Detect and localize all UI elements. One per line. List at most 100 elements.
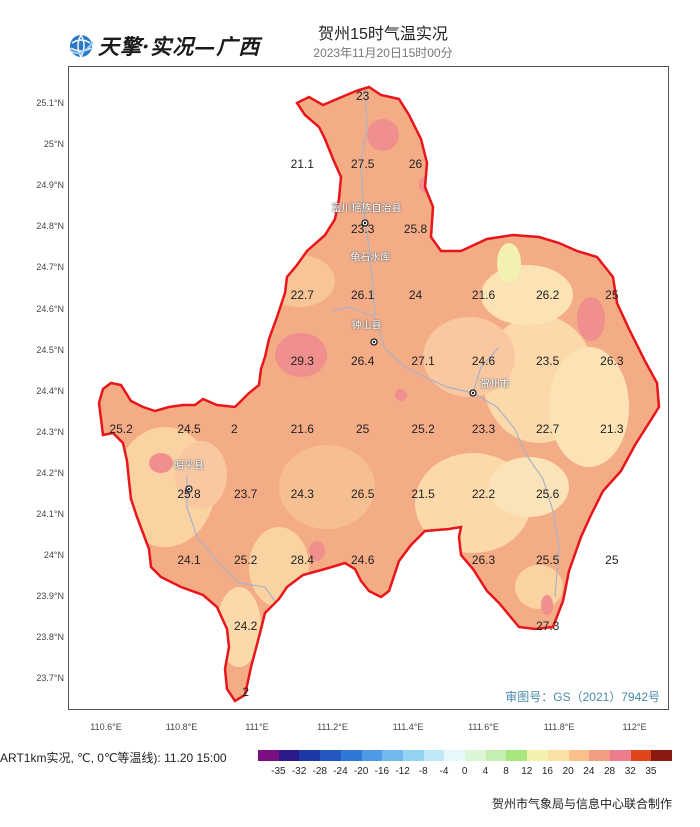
legend-tick: 32 xyxy=(624,766,636,777)
longitude-label: 110.6°E xyxy=(90,722,122,732)
temperature-value: 27.5 xyxy=(351,156,375,171)
legend-swatch xyxy=(465,750,486,761)
latitude-label: 25°N xyxy=(43,139,64,150)
longitude-label: 112°E xyxy=(622,722,647,732)
footer-credit: 贺州市气象局与信息中心联合制作 xyxy=(491,797,672,811)
temperature-value: 23.3 xyxy=(471,421,496,436)
map-title: 贺州15时气温实况 xyxy=(318,26,448,43)
legend-caption: ART1km实况, ℃, 0℃等温线): 11.20 15:00 xyxy=(0,751,227,765)
temperature-value: 24.5 xyxy=(177,421,201,436)
temperature-value: 25 xyxy=(605,288,619,303)
legend-swatch xyxy=(651,750,673,761)
temperature-value: 24.6 xyxy=(351,553,375,568)
legend-swatch xyxy=(485,750,507,761)
legend-tick: 24 xyxy=(583,766,595,777)
legend-tick: -8 xyxy=(418,766,428,777)
map-subtitle: 2023年11月20日15时00分 xyxy=(313,46,453,60)
place-name: 钟山县 xyxy=(351,320,382,332)
latitude-label: 24.6°N xyxy=(36,303,64,314)
latitude-label: 24.9°N xyxy=(36,180,64,191)
latitude-label: 24.8°N xyxy=(36,221,64,232)
temperature-map xyxy=(97,85,661,703)
legend-swatch xyxy=(527,750,548,761)
place-name: 龟石水库 xyxy=(350,252,391,264)
legend-tick: 4 xyxy=(482,766,489,777)
temperature-value: 26.3 xyxy=(600,353,624,368)
legend-tick: -4 xyxy=(439,766,449,777)
temperature-value: 23 xyxy=(356,88,370,103)
temperature-value: 21.6 xyxy=(471,288,496,303)
temperature-value: 22.7 xyxy=(535,421,560,436)
temperature-value: 2 xyxy=(231,421,238,436)
legend-tick: 16 xyxy=(541,766,553,777)
temperature-value: 25.2 xyxy=(233,553,258,568)
legend-swatch xyxy=(444,750,466,761)
place-name: 昭平县 xyxy=(174,460,205,472)
temperature-value: 25 xyxy=(605,553,619,568)
longitude-label: 111.4°E xyxy=(392,722,424,732)
longitude-label: 111.8°E xyxy=(543,722,575,732)
temperature-value: 24.3 xyxy=(290,487,314,502)
map-frame xyxy=(68,66,669,710)
legend-swatch xyxy=(568,750,590,761)
latitude-label: 23.8°N xyxy=(36,632,64,643)
temperature-value: 21.3 xyxy=(600,421,624,436)
latitude-label: 25.1°N xyxy=(36,98,64,108)
temperature-value: 24 xyxy=(408,288,423,303)
legend-tick: -35 xyxy=(271,766,286,777)
temperature-value: 24.1 xyxy=(177,553,201,568)
legend-tick: -16 xyxy=(374,766,390,777)
temperature-value: 24.6 xyxy=(471,353,496,368)
latitude-label: 23.7°N xyxy=(36,673,64,684)
legend-swatch xyxy=(589,750,610,761)
place-name: 贺州市 xyxy=(479,379,510,391)
temperature-value: 25.8 xyxy=(177,487,201,502)
legend-tick: -24 xyxy=(333,766,348,777)
legend-swatch xyxy=(258,750,279,761)
legend-tick: -12 xyxy=(395,766,410,777)
temperature-value: 23.3 xyxy=(351,222,375,237)
temperature-value: 22.7 xyxy=(290,288,314,303)
legend-tick: 35 xyxy=(645,766,657,777)
temperature-value: 23.7 xyxy=(233,487,258,502)
temperature-value: 25.6 xyxy=(535,487,560,502)
temperature-value: 28.4 xyxy=(290,553,314,568)
color-legend-bar xyxy=(258,750,673,761)
logo: 天擎·实况—广西 xyxy=(68,31,260,61)
legend-tick: 0 xyxy=(461,766,468,777)
latitude-label: 24.7°N xyxy=(36,262,64,273)
temperature-value: 25.5 xyxy=(535,553,560,568)
legend-tick: 12 xyxy=(521,766,533,777)
temperature-value: 2 xyxy=(242,684,250,699)
temperature-value: 27.1 xyxy=(411,353,435,368)
legend-swatch xyxy=(423,750,445,761)
legend-swatch xyxy=(382,750,403,761)
logo-text: 天擎·实况—广西 xyxy=(98,34,261,59)
latitude-label: 24.1°N xyxy=(36,509,64,519)
legend-tick: 20 xyxy=(562,766,574,777)
longitude-label: 111.6°E xyxy=(468,722,499,732)
place-name: 富川瑶族自治县 xyxy=(331,203,402,215)
review-number: 审图号：GS（2021）7942号 xyxy=(505,690,660,704)
legend-swatch xyxy=(506,750,528,761)
globe-icon xyxy=(69,34,94,58)
longitude-label: 111°E xyxy=(245,722,269,732)
temperature-value: 21.6 xyxy=(290,421,314,436)
city-markers xyxy=(185,219,477,493)
latitude-label: 24.4°N xyxy=(36,385,64,396)
legend-swatch xyxy=(402,750,424,761)
temperature-value: 26.2 xyxy=(535,288,560,303)
latitude-label: 24.3°N xyxy=(36,426,64,437)
temperature-value: 21.1 xyxy=(290,156,314,171)
temperature-value: 29.3 xyxy=(290,353,314,368)
temperature-value: 23.5 xyxy=(535,353,560,368)
legend-swatch xyxy=(630,750,652,761)
latitude-label: 24°N xyxy=(43,550,64,561)
legend-swatch xyxy=(320,750,341,761)
legend-swatch xyxy=(340,750,362,761)
temperature-value: 26.3 xyxy=(471,553,496,568)
legend-swatch xyxy=(278,750,300,761)
legend-tick: 28 xyxy=(603,766,616,777)
longitude-label: 110.8°E xyxy=(165,722,198,732)
latitude-label: 23.9°N xyxy=(36,591,64,602)
